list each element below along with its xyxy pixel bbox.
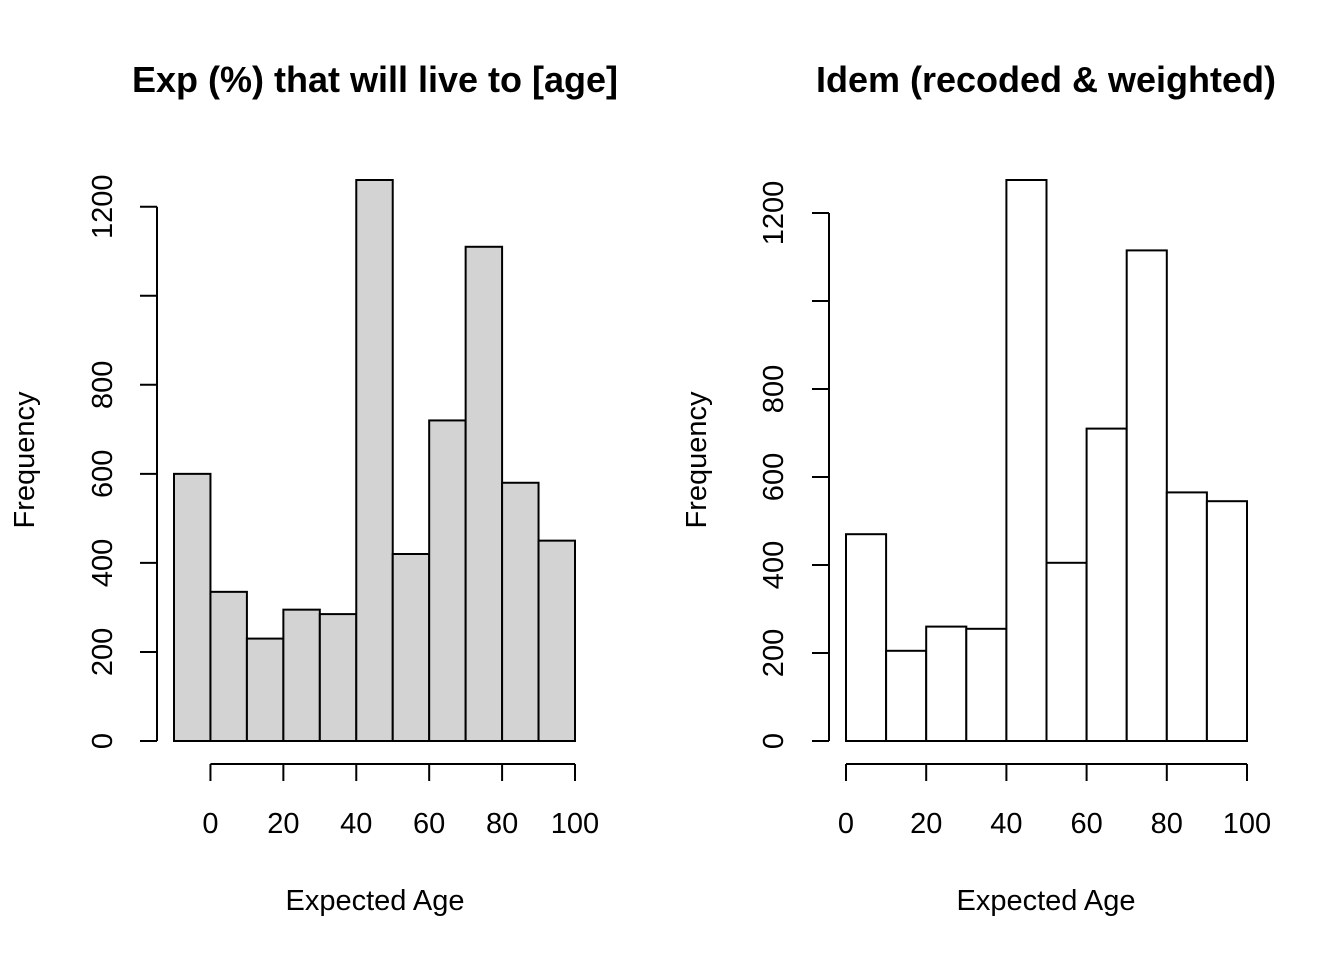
histogram-bar bbox=[464, 245, 504, 743]
y-tick-label: 200 bbox=[758, 629, 790, 677]
x-axis-title: Expected Age bbox=[286, 885, 465, 917]
histogram-panel-right: Idem (recoded & weighted) Expected Age F… bbox=[681, 59, 1276, 917]
y-tick-label: 1200 bbox=[87, 174, 119, 239]
histogram-bar bbox=[428, 419, 467, 742]
x-axis: 0 20 40 60 80 100 bbox=[838, 763, 1271, 840]
y-axis: 0 200 400 600 800 1200 bbox=[758, 181, 830, 749]
histogram-bar bbox=[391, 553, 431, 742]
x-tick-label: 0 bbox=[838, 808, 854, 840]
x-tick-label: 80 bbox=[1151, 808, 1183, 840]
x-tick-label: 0 bbox=[202, 808, 218, 840]
histogram-bar bbox=[318, 613, 358, 742]
y-tick-label: 400 bbox=[758, 541, 790, 589]
histogram-bar bbox=[245, 637, 285, 742]
y-tick-label: 600 bbox=[87, 450, 119, 498]
y-tick-label: 400 bbox=[87, 539, 119, 587]
y-tick-label: 600 bbox=[758, 453, 790, 501]
x-tick-label: 40 bbox=[340, 808, 372, 840]
chart-title: Idem (recoded & weighted) bbox=[816, 59, 1276, 100]
x-tick-label: 100 bbox=[1223, 808, 1271, 840]
histogram-bar bbox=[209, 590, 248, 742]
histogram-bar bbox=[965, 627, 1008, 742]
bars bbox=[173, 179, 577, 743]
histogram-bar bbox=[282, 608, 321, 743]
y-tick-label: 1200 bbox=[758, 181, 790, 246]
histogram-bar bbox=[1005, 179, 1048, 742]
histogram-bar bbox=[1165, 491, 1208, 742]
x-axis: 0 20 40 60 80 100 bbox=[202, 763, 599, 840]
histogram-bar bbox=[1085, 427, 1128, 742]
bars bbox=[845, 179, 1249, 743]
histogram-bar bbox=[1045, 561, 1088, 742]
histogram-bar bbox=[355, 179, 394, 742]
y-axis-title: Frequency bbox=[681, 391, 713, 529]
x-tick-label: 20 bbox=[910, 808, 942, 840]
histogram-bar bbox=[1125, 249, 1168, 742]
histogram-panel-left: Exp (%) that will live to [age] Expected… bbox=[9, 59, 618, 917]
x-tick-label: 60 bbox=[413, 808, 445, 840]
x-tick-label: 40 bbox=[990, 808, 1022, 840]
histogram-bar bbox=[925, 625, 968, 742]
x-tick-label: 80 bbox=[486, 808, 518, 840]
histogram-bar bbox=[501, 481, 540, 742]
y-axis: 0 200 400 600 800 1200 bbox=[87, 174, 158, 749]
y-tick-label: 200 bbox=[87, 628, 119, 676]
x-tick-label: 60 bbox=[1070, 808, 1102, 840]
x-tick-label: 20 bbox=[267, 808, 299, 840]
y-tick-label: 800 bbox=[87, 361, 119, 409]
chart-title: Exp (%) that will live to [age] bbox=[132, 59, 618, 100]
x-tick-label: 100 bbox=[551, 808, 599, 840]
y-tick-label: 800 bbox=[758, 365, 790, 413]
histogram-bar bbox=[537, 539, 577, 743]
y-axis-title: Frequency bbox=[9, 391, 41, 529]
histogram-bar bbox=[885, 649, 928, 742]
histogram-bar bbox=[1205, 500, 1249, 743]
histogram-bar bbox=[845, 533, 888, 743]
histogram-bar bbox=[173, 472, 212, 742]
y-tick-label: 0 bbox=[87, 733, 119, 749]
x-axis-title: Expected Age bbox=[957, 885, 1136, 917]
y-tick-label: 0 bbox=[758, 733, 790, 749]
